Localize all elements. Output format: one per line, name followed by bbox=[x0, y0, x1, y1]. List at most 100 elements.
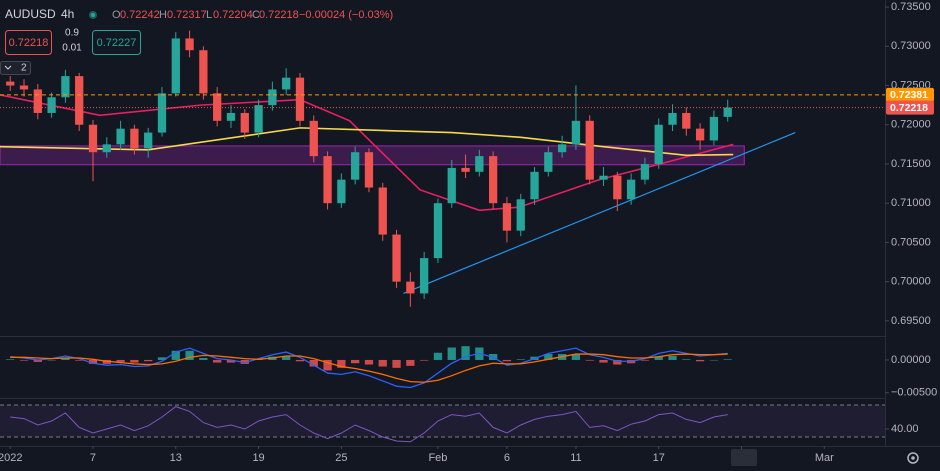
y-tick-label: 0.71000 bbox=[891, 197, 931, 209]
candle-body bbox=[102, 144, 111, 153]
candle-body bbox=[171, 38, 180, 94]
macd-histogram-bar bbox=[88, 359, 98, 364]
high-value: 0.72317 bbox=[167, 9, 207, 21]
y-tick-label: −0.00500 bbox=[891, 387, 937, 399]
candle-body bbox=[488, 156, 498, 204]
macd-histogram-bar bbox=[544, 354, 553, 360]
candle-body bbox=[433, 203, 443, 259]
candle-body bbox=[6, 81, 15, 86]
buy-price: 0.72227 bbox=[97, 37, 137, 49]
macd-line bbox=[10, 347, 728, 389]
candle-body bbox=[240, 112, 249, 133]
macd-histogram-bar bbox=[213, 359, 222, 363]
candle-body bbox=[516, 199, 525, 231]
quantity[interactable]: 0.01 bbox=[62, 43, 82, 54]
candle-body bbox=[406, 281, 415, 294]
close-value: 0.72218 bbox=[259, 9, 299, 21]
close-label: C bbox=[252, 9, 260, 21]
x-tick-label: 11 bbox=[570, 452, 581, 464]
candle-body bbox=[337, 179, 346, 204]
candle-body bbox=[682, 112, 691, 129]
candle-body bbox=[130, 128, 139, 149]
candle-body bbox=[668, 112, 677, 125]
macd-histogram-bar bbox=[585, 359, 594, 361]
candle-body bbox=[599, 175, 608, 180]
x-tick-label: 13 bbox=[170, 452, 182, 464]
macd-histogram-bar bbox=[75, 359, 84, 361]
candle-body bbox=[571, 120, 581, 145]
macd-histogram-bar bbox=[309, 359, 318, 367]
macd-histogram-bar bbox=[709, 359, 719, 361]
candle-body bbox=[323, 156, 332, 204]
interval: 4h bbox=[61, 7, 74, 21]
candle-body bbox=[295, 77, 305, 121]
symbol: AUDUSD bbox=[5, 7, 56, 21]
candle-body bbox=[723, 107, 732, 117]
candle-body bbox=[613, 175, 622, 200]
price-label: 0.72381 bbox=[890, 89, 928, 101]
y-tick-label: 40.00 bbox=[891, 423, 919, 435]
x-tick-label: 2022 bbox=[0, 452, 22, 464]
candle-body bbox=[585, 120, 594, 180]
macd-histogram-bar bbox=[351, 359, 360, 364]
candle-body bbox=[116, 128, 125, 145]
macd-histogram-bar bbox=[171, 350, 180, 360]
candle-body bbox=[461, 167, 470, 172]
macd-histogram-bar bbox=[723, 359, 732, 360]
gear-center bbox=[911, 456, 915, 460]
macd-histogram-bar bbox=[337, 359, 346, 368]
chevron-icon bbox=[4, 65, 12, 70]
macd-histogram-bar bbox=[19, 359, 29, 361]
macd-histogram-bar bbox=[516, 359, 525, 360]
candle-body bbox=[640, 163, 650, 180]
candle-body bbox=[544, 152, 553, 172]
candle-body bbox=[378, 187, 387, 235]
market-status-dot bbox=[91, 13, 95, 17]
candle-body bbox=[199, 50, 208, 94]
candle-body bbox=[213, 93, 222, 121]
macd-histogram-bar bbox=[295, 359, 305, 362]
macd-histogram-bar bbox=[668, 356, 677, 360]
x-tick-label: 17 bbox=[653, 452, 665, 464]
sell-button[interactable] bbox=[5, 30, 52, 55]
macd-histogram-bar bbox=[571, 354, 581, 360]
open-value: 0.72242 bbox=[120, 9, 160, 21]
x-tick-label: 7 bbox=[90, 452, 96, 464]
x-tick-label: Mar bbox=[815, 452, 834, 464]
candle-body bbox=[19, 85, 29, 90]
date-marker bbox=[731, 449, 757, 466]
candle-body bbox=[144, 132, 153, 149]
candle-body bbox=[557, 144, 567, 153]
y-tick-label: 0.71500 bbox=[891, 158, 931, 170]
indicators-toggle[interactable] bbox=[0, 61, 31, 75]
candle-body bbox=[47, 97, 56, 113]
macd-histogram-bar bbox=[461, 346, 470, 360]
y-tick-label: 0.73000 bbox=[891, 40, 931, 52]
price-label-box bbox=[886, 100, 934, 115]
candle-body bbox=[88, 124, 98, 153]
macd-histogram-bar bbox=[378, 359, 387, 367]
macd-histogram-bar bbox=[157, 357, 167, 360]
macd-histogram-bar bbox=[6, 359, 15, 360]
y-tick-label: 0.00000 bbox=[891, 354, 931, 366]
macd-histogram-bar bbox=[420, 359, 429, 361]
moving-average bbox=[0, 127, 734, 157]
settings-icon[interactable] bbox=[907, 452, 919, 464]
candle-body bbox=[654, 124, 663, 164]
low-value: 0.72204 bbox=[213, 9, 253, 21]
price-label-box bbox=[886, 87, 934, 102]
candle-body bbox=[447, 167, 456, 204]
x-tick-label: Feb bbox=[428, 452, 447, 464]
macd-histogram-bar bbox=[144, 359, 153, 362]
candle-body bbox=[502, 203, 512, 231]
price-label: 0.72218 bbox=[890, 102, 928, 114]
x-tick-label: 25 bbox=[335, 452, 347, 464]
candle-body bbox=[709, 116, 719, 141]
buy-button[interactable] bbox=[92, 30, 141, 55]
macd-histogram-bar bbox=[447, 347, 456, 360]
candle-body bbox=[61, 76, 70, 98]
macd-histogram-bar bbox=[502, 359, 512, 362]
candle-body bbox=[185, 38, 194, 51]
y-tick-label: 0.70000 bbox=[891, 276, 931, 288]
